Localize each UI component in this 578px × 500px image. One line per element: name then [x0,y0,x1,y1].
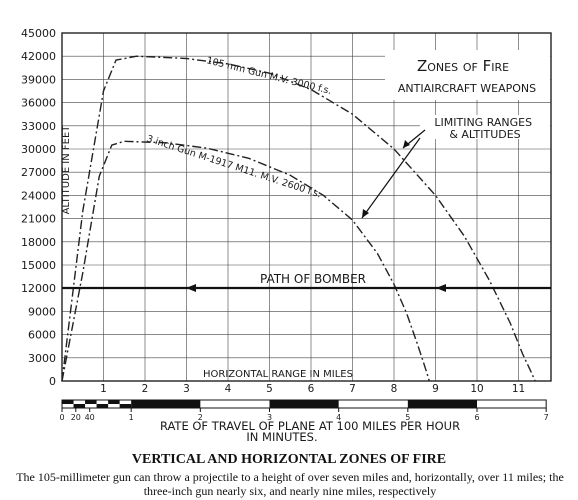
scale-bar-segment [108,400,120,404]
scale-bar-segment [131,400,201,408]
x-tick-label: 6 [308,383,315,395]
secondary-axis-label-line1: Rate of Travel of Plane at 100 Miles per… [160,419,460,433]
x-tick-label: 11 [512,383,525,395]
scale-bar-segment [407,400,478,408]
scale-bar-segment [96,404,109,408]
scale-bar-segment [269,400,339,408]
limiting-label-box [420,115,550,139]
x-tick-label: 9 [432,383,439,395]
x-axis-ticks: 1 2 3 4 5 6 7 8 9 10 11 [100,383,525,395]
scale-tick-label: 40 [85,413,95,422]
y-tick-label: 15000 [21,259,56,272]
y-axis-ticks: 4500042000390003600033000300002700024000… [21,27,56,388]
y-tick-label: 27000 [21,166,56,179]
y-tick-label: 12000 [21,282,56,295]
bomber-arrow-left [186,284,196,292]
title-box [385,50,550,100]
plot-frame [61,32,552,382]
x-tick-label: 8 [391,383,398,395]
limiting-arrow-2 [361,137,421,219]
scale-tick-label: 1 [129,413,134,422]
chart-title: Zones of Fire [417,57,509,75]
scale-tick-label: 7 [544,413,549,422]
time-scale-bar: 0 20 40 1 2 3 4 5 6 7 [59,399,549,422]
chart-series: 105 mm Gun M.V. 3000 f.s. 3 inch Gun M-19… [61,55,536,382]
y-tick-label: 42000 [21,50,56,63]
scale-tick-label: 3 [267,413,272,422]
x-axis-label: Horizontal Range in Miles [203,369,353,380]
x-tick-label: 4 [225,383,232,395]
series-line-2 [61,140,430,382]
y-tick-label: 21000 [21,213,56,226]
y-axis-label: Altitude in Feet [61,125,72,215]
scale-bar-segment [119,404,132,408]
scale-tick-label: 2 [198,413,203,422]
y-tick-label: 45000 [21,27,56,40]
x-tick-label: 5 [266,383,273,395]
y-tick-label: 39000 [21,73,56,86]
scale-bar-segment [85,400,97,404]
limiting-arrowhead-2 [362,209,369,218]
scale-bar-segment [73,404,86,408]
x-tick-label: 1 [100,383,107,395]
scale-tick-label: 20 [71,413,81,422]
limiting-label: Limiting Ranges & Altitudes [434,116,535,141]
y-tick-label: 9000 [28,305,56,318]
scale-tick-label: 0 [59,413,64,422]
bomber-path-label: Path of Bomber [260,272,366,286]
bomber-arrow-right [436,284,446,292]
x-tick-label: 3 [183,383,190,395]
series-line-1 [61,55,536,382]
chart-subtitle: Antiaircraft Weapons [398,82,536,95]
series-label-2: 3 inch Gun M-1917 M11. M.V. 2600 f.s. [145,133,322,200]
y-tick-label: 0 [49,375,56,388]
limiting-arrowhead-1 [403,140,410,148]
y-tick-label: 33000 [21,120,56,133]
scale-tick-label: 6 [474,413,479,422]
scale-bar-segment [62,400,74,404]
y-tick-label: 30000 [21,143,56,156]
caption-title: VERTICAL AND HORIZONTAL ZONES OF FIRE [131,452,447,467]
y-tick-label: 36000 [21,97,56,110]
y-tick-label: 3000 [28,352,56,365]
scale-tick-label: 4 [336,413,341,422]
y-tick-label: 24000 [21,189,56,202]
caption-text: The 105-millimeter gun can throw a proje… [16,470,564,498]
y-tick-label: 6000 [28,329,56,342]
x-tick-label: 2 [142,383,149,395]
scale-tick-label: 5 [405,413,410,422]
x-tick-label: 10 [470,383,483,395]
y-tick-label: 18000 [21,236,56,249]
secondary-axis-label-line2: in Minutes. [246,430,317,444]
x-tick-label: 7 [349,383,356,395]
series-label-1: 105 mm Gun M.V. 3000 f.s. [205,55,332,97]
